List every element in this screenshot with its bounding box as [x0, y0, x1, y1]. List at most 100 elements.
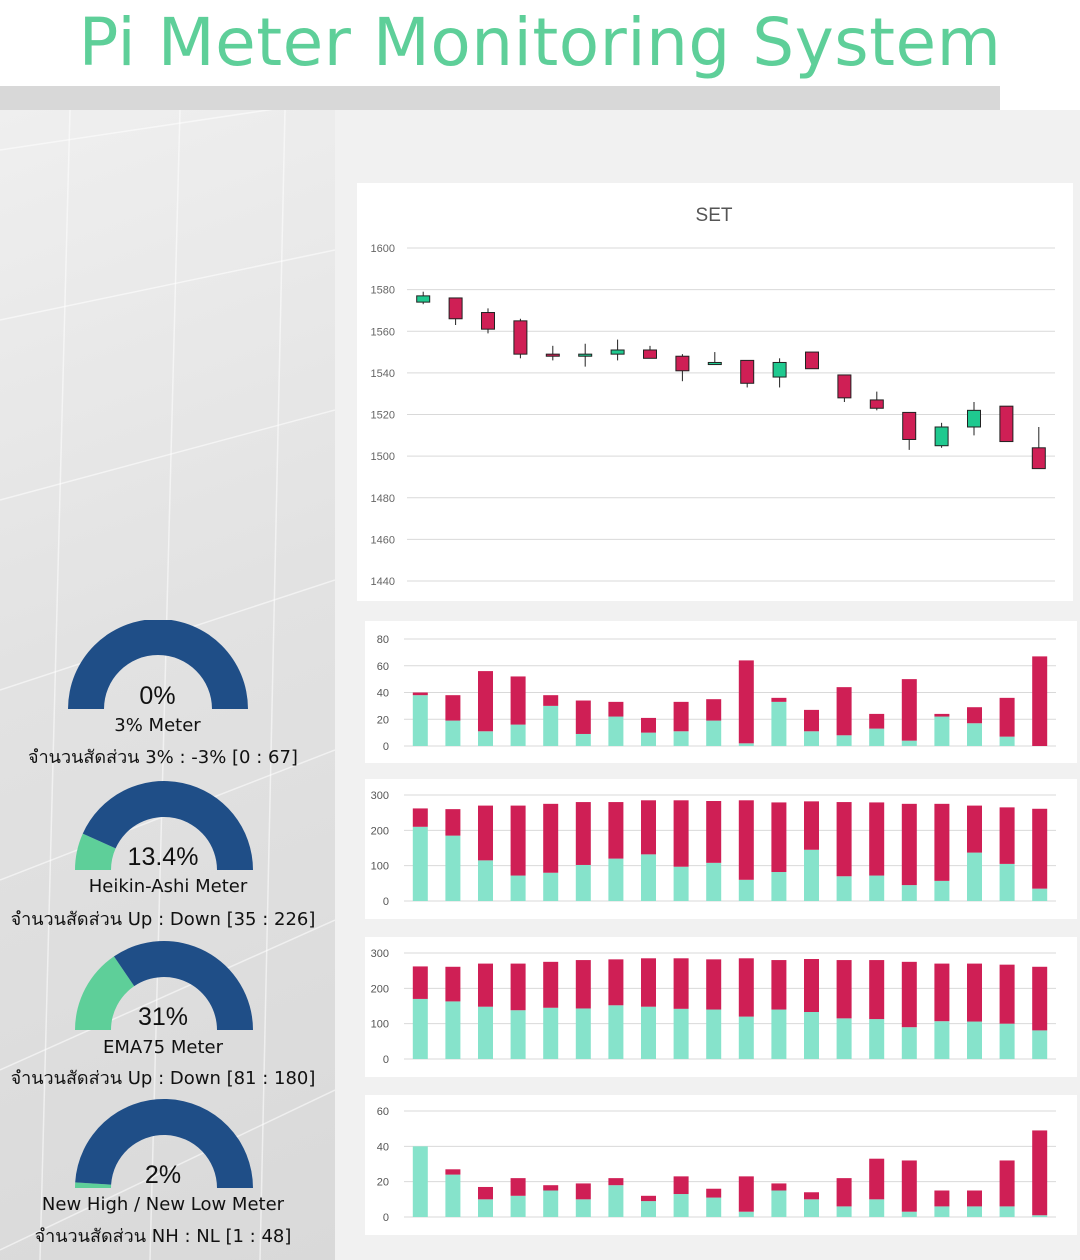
gauge-nh-nl-name: New High / New Low Meter: [41, 1194, 285, 1215]
bar-segment-up: [641, 1201, 656, 1217]
gauge-remaining-arc: [68, 620, 248, 709]
bar-segment-up: [804, 1012, 819, 1059]
gauge-fill-arc: [75, 833, 116, 870]
bar-segment-up: [445, 720, 461, 746]
bar-segment-up: [901, 1027, 917, 1059]
gauge-nh-nl-percent: 2%: [144, 1161, 182, 1189]
bar-segment-up: [836, 735, 852, 746]
bar-segment-up: [771, 701, 787, 746]
bar-segment-down: [967, 963, 982, 1022]
candle: [772, 358, 787, 388]
bar-segment-down: [934, 1190, 950, 1207]
gauge-3pct-percent: 0%: [139, 682, 176, 710]
bar-segment-down: [836, 687, 852, 736]
bar-segment-down: [1032, 966, 1048, 1031]
bar-segment-up: [543, 872, 559, 901]
y-tick-label: 1520: [371, 410, 395, 422]
bar-segment-up: [934, 1206, 950, 1217]
bar-segment-up: [901, 1211, 917, 1217]
y-tick-label: 40: [377, 688, 389, 700]
nh-nl-bar-chart: 0 20 40 60: [377, 1106, 1056, 1224]
bar-segment-down: [901, 679, 917, 741]
bar-segment-down: [869, 960, 885, 1020]
bar-segment-up: [738, 1016, 754, 1059]
gauge-3pct-arc: [68, 620, 248, 709]
bar-segment-down: [1032, 656, 1048, 746]
gauge-heikin-ashi: 13.4% Heikin-Ashi Meter จำนวนสัดส่วน Up …: [0, 780, 335, 930]
bar-segment-down: [478, 671, 493, 732]
bar-segment-up: [967, 1021, 982, 1059]
bar-segment-up: [804, 849, 819, 901]
bar-segment-up: [575, 1008, 591, 1059]
bar-segment-down: [869, 802, 885, 876]
y-tick-label: 100: [371, 1019, 389, 1031]
bar-segment-up: [934, 880, 950, 901]
bar-chart-card-2: 0 100 200 300: [365, 779, 1077, 919]
3pct-bar-chart: 0 20 40 60 80: [377, 634, 1056, 753]
bar-segment-up: [836, 1206, 852, 1217]
bar-segment-down: [641, 958, 656, 1007]
bar-segment-down: [836, 802, 852, 877]
y-tick-label: 20: [377, 1177, 389, 1189]
gauge-heikin-ashi-percent: 13.4%: [127, 843, 199, 871]
candle-body: [740, 359, 755, 384]
gauge-ema75-percent: 31%: [137, 1003, 189, 1031]
bar-segment-down: [445, 966, 461, 1002]
bar-chart-card-1: 0 20 40 60 80: [365, 621, 1077, 763]
y-tick-label: 1440: [371, 576, 395, 588]
bar-segment-up: [1032, 1030, 1048, 1059]
bar-segment-up: [869, 1019, 885, 1059]
bar-segment-up: [478, 1199, 493, 1217]
candle-body: [643, 349, 657, 359]
bar-segment-down: [967, 805, 982, 853]
bar-segment-down: [445, 1169, 461, 1175]
bar-segment-down: [771, 1183, 787, 1191]
bar-segment-down: [967, 1190, 982, 1207]
bar-segment-up: [738, 1211, 754, 1217]
bar-segment-up: [869, 875, 885, 901]
bar-segment-down: [738, 958, 754, 1017]
bar-segment-down: [738, 660, 754, 744]
candle-body: [772, 361, 787, 378]
bar-segment-up: [608, 716, 624, 746]
gauge-heikin-ashi-name: Heikin-Ashi Meter: [88, 876, 248, 897]
bar-segment-up: [869, 1199, 885, 1217]
bar-segment-up: [771, 1009, 787, 1059]
bar-segment-up: [575, 1199, 591, 1217]
bar-segment-down: [771, 960, 787, 1010]
bar-segment-down: [771, 802, 787, 873]
bar-segment-down: [738, 800, 754, 880]
candle-body: [869, 399, 884, 409]
bar-segment-up: [412, 1146, 428, 1217]
bar-segment-up: [510, 1010, 526, 1059]
gauge-heikin-ashi-arc: [75, 781, 253, 870]
bar-segment-down: [901, 1160, 917, 1212]
bar-segment-up: [706, 1197, 722, 1217]
y-tick-label: 1540: [371, 368, 395, 380]
bar-segment-down: [641, 1195, 656, 1202]
y-tick-label: 1600: [371, 243, 395, 255]
bar-segment-up: [575, 733, 591, 746]
bar-segment-down: [412, 808, 428, 827]
bar-segment-down: [706, 959, 722, 1010]
bar-segment-down: [673, 800, 689, 867]
candle-body: [999, 405, 1014, 443]
bar-segment-down: [543, 1185, 559, 1191]
bar-segment-down: [673, 958, 689, 1009]
bar-segment-up: [478, 731, 493, 746]
candle: [643, 345, 657, 359]
bar-segment-up: [641, 732, 656, 746]
bar-segment-down: [934, 803, 950, 881]
candle-body: [545, 353, 560, 357]
bar-segment-down: [999, 964, 1015, 1024]
bar-segment-down: [771, 697, 787, 702]
bar-segment-down: [804, 709, 819, 732]
bar-segment-down: [738, 1176, 754, 1212]
bar-segment-up: [1032, 1215, 1048, 1217]
candle: [675, 354, 690, 382]
bar-segment-up: [510, 1195, 526, 1217]
bar-segment-down: [478, 963, 493, 1007]
bar-segment-down: [608, 959, 624, 1006]
candle-body: [448, 297, 463, 320]
bar-segment-down: [869, 1158, 885, 1200]
